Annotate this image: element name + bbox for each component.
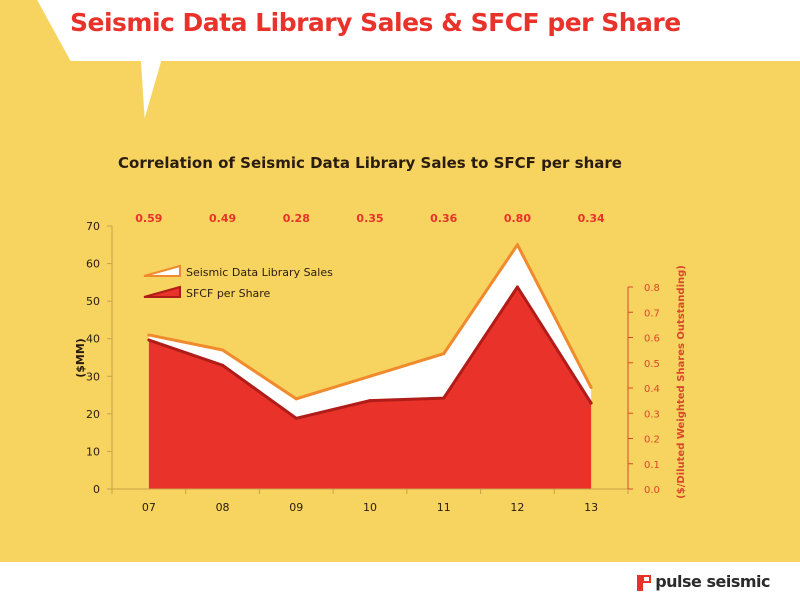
left-axis-tick-label: 60 [86, 258, 100, 271]
legend-swatch [143, 285, 181, 298]
sfcf-point [368, 399, 372, 403]
right-axis-tick-label: 0.2 [644, 435, 660, 446]
legend-label: SFCF per Share [186, 287, 271, 300]
data-label: 0.34 [578, 212, 605, 225]
right-axis-tick-label: 0.5 [644, 359, 660, 370]
left-axis-tick-label: 30 [86, 370, 100, 383]
right-axis-tick-label: 0.4 [644, 384, 660, 395]
sales-point [368, 374, 372, 378]
pulse-seismic-logo-icon [637, 574, 652, 591]
x-axis-tick-label: 07 [142, 501, 156, 514]
right-axis-tick-label: 0.0 [644, 485, 660, 496]
x-axis-tick-label: 12 [510, 501, 524, 514]
sfcf-area [148, 287, 592, 489]
sfcf-point [221, 363, 225, 367]
data-label: 0.80 [504, 212, 531, 225]
left-axis-tick-label: 20 [86, 408, 100, 421]
data-label: 0.49 [209, 212, 236, 225]
left-axis-tick-label: 50 [86, 295, 100, 308]
data-label: 0.36 [430, 212, 457, 225]
slide-title: Seismic Data Library Sales & SFCF per Sh… [70, 8, 681, 37]
left-axis-tick-label: 10 [86, 445, 100, 458]
left-axis-tick-label: 70 [86, 220, 100, 233]
right-axis-tick-label: 0.1 [644, 460, 660, 471]
x-axis-tick-label: 08 [216, 501, 230, 514]
left-axis-tick-label: 40 [86, 333, 100, 346]
sales-point [589, 386, 593, 390]
x-axis-tick-label: 13 [584, 501, 598, 514]
right-axis-tick-label: 0.7 [644, 308, 660, 319]
chart-title: Correlation of Seismic Data Library Sale… [118, 154, 622, 172]
right-axis-tick-label: 0.6 [644, 334, 660, 345]
sfcf-point [147, 338, 151, 342]
right-axis-title: ($/Diluted Weighted Shares Outstanding) [676, 265, 687, 499]
sfcf-point [294, 416, 298, 420]
sfcf-point [589, 401, 593, 405]
sales-point [147, 333, 151, 337]
sales-point [294, 397, 298, 401]
right-axis-tick-label: 0.8 [644, 283, 660, 294]
sfcf-point [515, 285, 519, 289]
data-label: 0.28 [283, 212, 310, 225]
sales-point [221, 348, 225, 352]
speech-bubble-outline [35, 0, 800, 125]
sfcf-point [442, 396, 446, 400]
legend-label: Seismic Data Library Sales [186, 266, 333, 279]
data-label: 0.59 [135, 212, 162, 225]
sales-point [442, 352, 446, 356]
x-axis-tick-label: 10 [363, 501, 377, 514]
x-axis-tick-label: 11 [437, 501, 451, 514]
x-axis-tick-label: 09 [289, 501, 303, 514]
left-axis-tick-label: 0 [93, 483, 100, 496]
left-axis-title: ($MM) [74, 338, 87, 378]
legend-swatch [143, 264, 181, 277]
company-logo: pulse seismic [637, 572, 770, 591]
data-label: 0.35 [356, 212, 383, 225]
logo-text: pulse seismic [655, 572, 770, 591]
sales-point [515, 243, 519, 247]
right-axis-tick-label: 0.3 [644, 409, 660, 420]
